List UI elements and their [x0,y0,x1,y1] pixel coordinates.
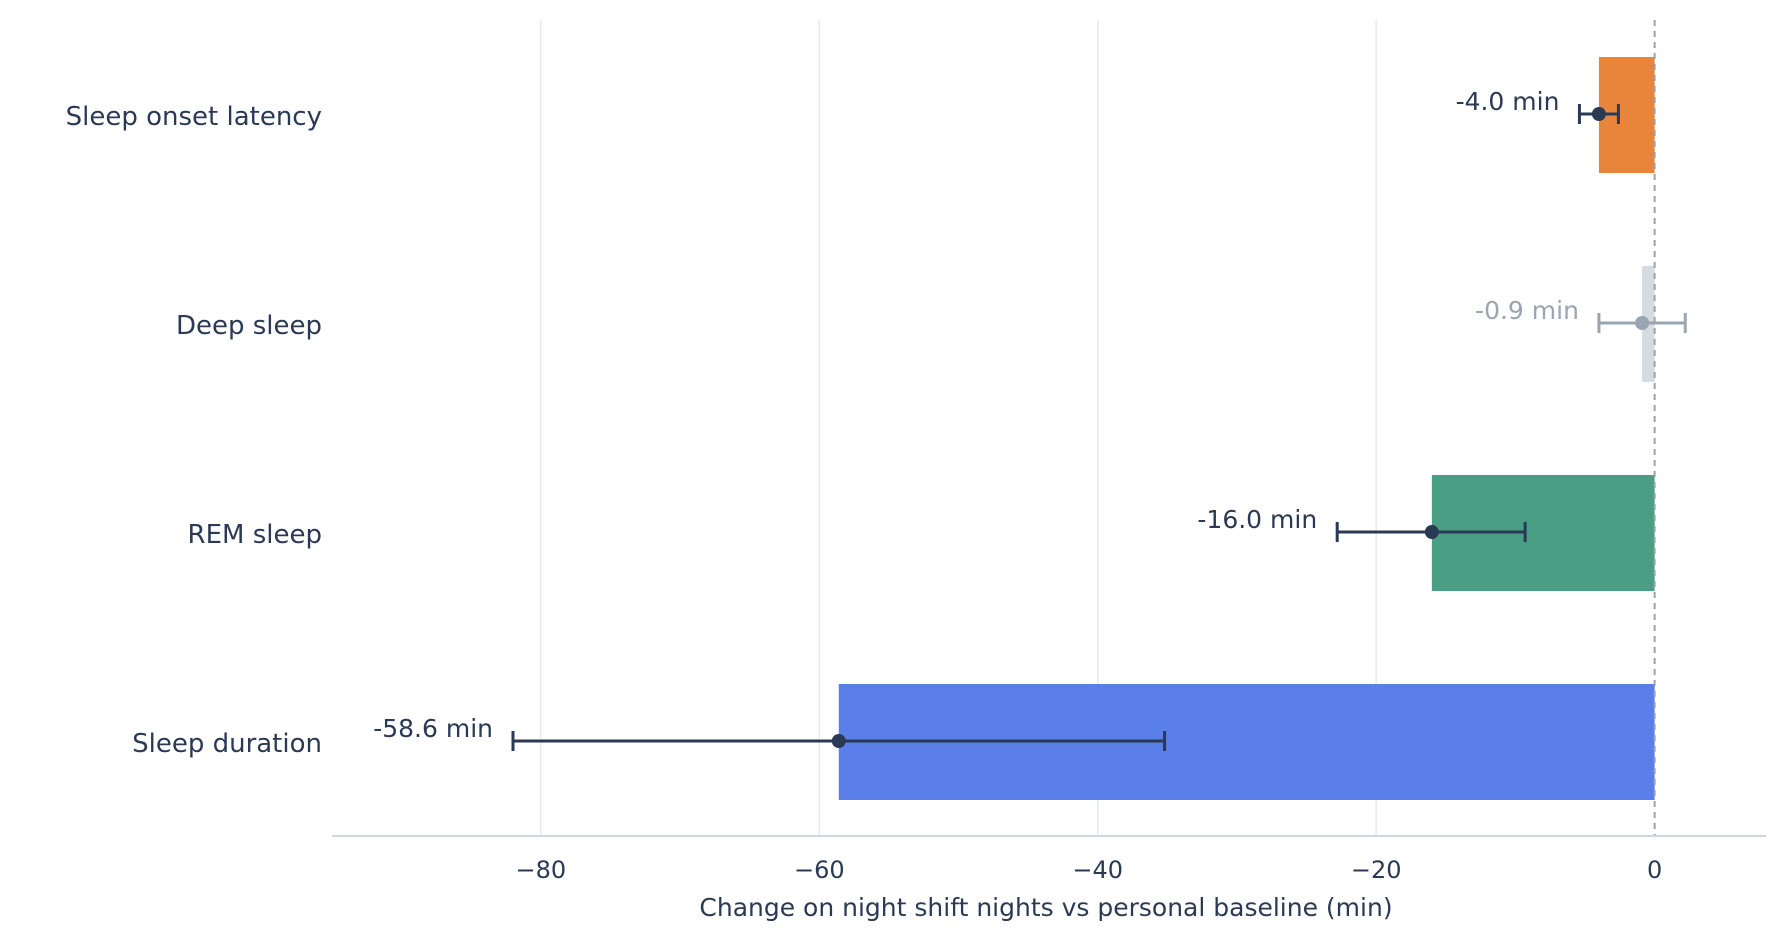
category-label: Deep sleep [176,311,322,341]
category-label: REM sleep [188,520,322,550]
x-axis-title: Change on night shift nights vs personal… [699,893,1392,922]
x-tick-label: −80 [516,856,567,884]
x-tick-labels: −80 −60 −40 −20 0 [516,856,1663,884]
data-label: -16.0 min [1197,505,1317,534]
category-labels: Sleep onset latency Deep sleep REM sleep Sl… [66,102,322,759]
category-label: Sleep onset latency [66,102,322,132]
category-label: Sleep duration [132,729,322,759]
x-tick-label: 0 [1647,856,1662,884]
data-labels: -4.0 min -0.9 min -16.0 min -58.6 min [373,87,1579,743]
point-estimate [1635,316,1650,330]
x-tick-label: −20 [1351,856,1402,884]
x-tick-label: −40 [1072,856,1123,884]
data-label: -58.6 min [373,714,493,743]
point-estimate [1424,525,1439,539]
data-label: -4.0 min [1456,87,1560,116]
point-estimate [1591,107,1606,121]
bars [838,57,1655,800]
error-bars [511,104,1687,751]
x-tick-label: −60 [794,856,845,884]
point-estimate [831,734,846,748]
data-label: -0.9 min [1475,296,1579,325]
